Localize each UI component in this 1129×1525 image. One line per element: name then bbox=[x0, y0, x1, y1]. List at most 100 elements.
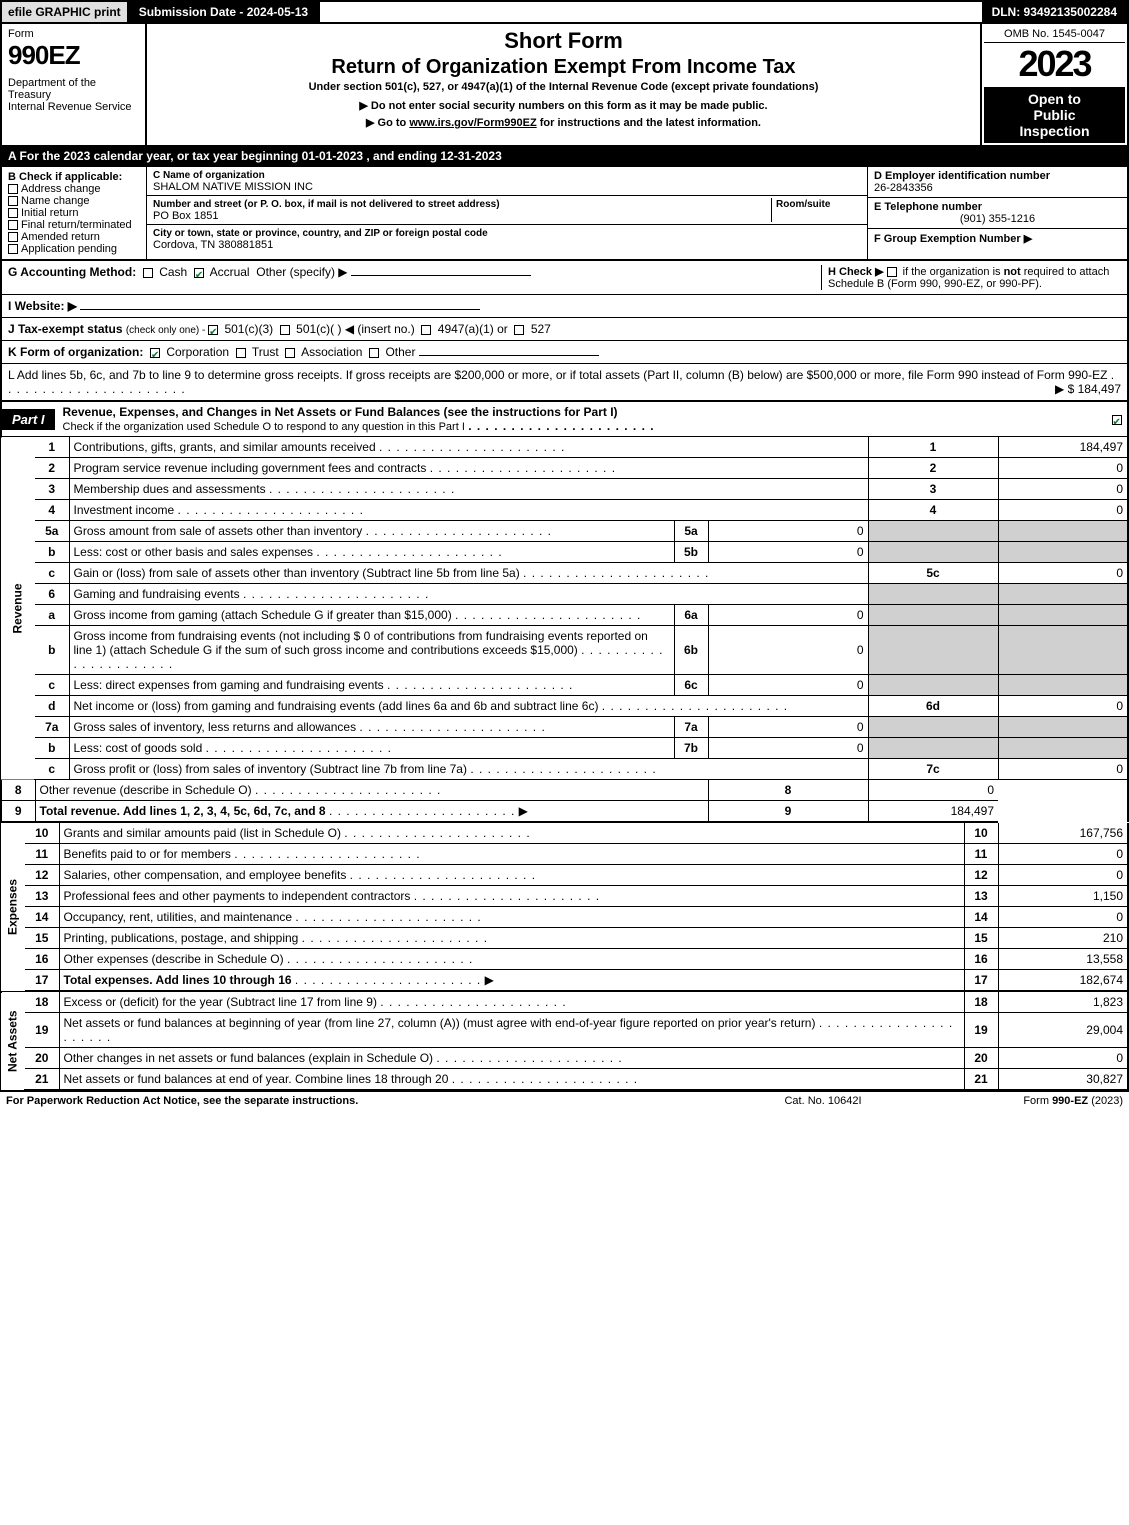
phone-cell: E Telephone number (901) 355-1216 bbox=[868, 198, 1127, 229]
corporation-label: Corporation bbox=[166, 345, 229, 359]
line-desc: Membership dues and assessments bbox=[69, 479, 868, 500]
line-number: 15 bbox=[25, 928, 59, 949]
efile-print-button[interactable]: efile GRAPHIC print bbox=[2, 2, 129, 22]
association-label: Association bbox=[301, 345, 362, 359]
line-ref: 14 bbox=[964, 907, 998, 928]
omb-number: OMB No. 1545-0047 bbox=[984, 26, 1125, 43]
line-desc: Gain or (loss) from sale of assets other… bbox=[69, 563, 868, 584]
line-ref: 3 bbox=[868, 479, 998, 500]
line-number: 5a bbox=[35, 521, 69, 542]
line-row: 8Other revenue (describe in Schedule O) … bbox=[1, 780, 1128, 801]
association-checkbox[interactable] bbox=[285, 348, 295, 358]
b-opt-pending[interactable]: Application pending bbox=[8, 243, 140, 255]
line-desc: Total expenses. Add lines 10 through 16 … bbox=[59, 970, 964, 992]
row-l-text: L Add lines 5b, 6c, and 7b to line 9 to … bbox=[8, 368, 1107, 382]
row-i: I Website: ▶ bbox=[0, 295, 1129, 318]
line-row: 15Printing, publications, postage, and s… bbox=[1, 928, 1128, 949]
line-number: b bbox=[35, 738, 69, 759]
part-i-title: Revenue, Expenses, and Changes in Net As… bbox=[55, 402, 1109, 436]
line-desc: Gaming and fundraising events bbox=[69, 584, 868, 605]
part-i-tab: Part I bbox=[2, 409, 55, 430]
line-desc: Net income or (loss) from gaming and fun… bbox=[69, 696, 868, 717]
other-org-label: Other bbox=[385, 345, 415, 359]
group-exemption-cell: F Group Exemption Number ▶ bbox=[868, 229, 1127, 248]
trust-checkbox[interactable] bbox=[236, 348, 246, 358]
accrual-checkbox[interactable] bbox=[194, 268, 204, 278]
line-ref: 2 bbox=[868, 458, 998, 479]
line-val bbox=[998, 626, 1128, 675]
b-opt-final[interactable]: Final return/terminated bbox=[8, 219, 140, 231]
subline-val: 0 bbox=[708, 521, 868, 542]
other-org-input[interactable] bbox=[419, 355, 599, 356]
line-val: 0 bbox=[998, 696, 1128, 717]
b-opt-name[interactable]: Name change bbox=[8, 195, 140, 207]
subline-val: 0 bbox=[708, 717, 868, 738]
b-opt-address[interactable]: Address change bbox=[8, 183, 140, 195]
subline-val: 0 bbox=[708, 626, 868, 675]
line-number: 7a bbox=[35, 717, 69, 738]
form-title-2: Return of Organization Exempt From Incom… bbox=[155, 56, 972, 79]
line-row: 20Other changes in net assets or fund ba… bbox=[1, 1048, 1128, 1069]
line-number: 8 bbox=[1, 780, 35, 801]
expenses-table: Expenses 10Grants and similar amounts pa… bbox=[0, 823, 1129, 992]
expenses-side-label: Expenses bbox=[1, 823, 25, 991]
501c3-checkbox[interactable] bbox=[208, 325, 218, 335]
line-val: 184,497 bbox=[868, 801, 998, 823]
cash-checkbox[interactable] bbox=[143, 268, 153, 278]
line-row: cLess: direct expenses from gaming and f… bbox=[1, 675, 1128, 696]
line-number: 1 bbox=[35, 437, 69, 458]
h-checkbox[interactable] bbox=[887, 267, 897, 277]
corporation-checkbox[interactable] bbox=[150, 348, 160, 358]
form-title-1: Short Form bbox=[155, 28, 972, 54]
line-val: 0 bbox=[998, 759, 1128, 780]
line-row: 3Membership dues and assessments 30 bbox=[1, 479, 1128, 500]
501c-checkbox[interactable] bbox=[280, 325, 290, 335]
street-cell: Number and street (or P. O. box, if mail… bbox=[147, 196, 867, 225]
line-number: 17 bbox=[25, 970, 59, 992]
line-ref: 6d bbox=[868, 696, 998, 717]
row-g-h: G Accounting Method: Cash Accrual Other … bbox=[0, 261, 1129, 295]
527-checkbox[interactable] bbox=[514, 325, 524, 335]
line-row: bGross income from fundraising events (n… bbox=[1, 626, 1128, 675]
line-ref: 18 bbox=[964, 992, 998, 1013]
other-method-input[interactable] bbox=[351, 275, 531, 276]
line-val bbox=[998, 584, 1128, 605]
other-org-checkbox[interactable] bbox=[369, 348, 379, 358]
footer-form-ref: Form 990-EZ (2023) bbox=[923, 1095, 1123, 1107]
line-row: 16Other expenses (describe in Schedule O… bbox=[1, 949, 1128, 970]
line-val bbox=[998, 738, 1128, 759]
line-row: 14Occupancy, rent, utilities, and mainte… bbox=[1, 907, 1128, 928]
line-ref bbox=[868, 521, 998, 542]
line-ref: 10 bbox=[964, 823, 998, 844]
501c-label: 501(c)( ) ◀ (insert no.) bbox=[296, 322, 415, 336]
line-ref bbox=[868, 542, 998, 563]
b-opt-initial[interactable]: Initial return bbox=[8, 207, 140, 219]
line-row: 21Net assets or fund balances at end of … bbox=[1, 1069, 1128, 1091]
line-row: bLess: cost of goods sold 7b0 bbox=[1, 738, 1128, 759]
line-desc: Other revenue (describe in Schedule O) bbox=[35, 780, 708, 801]
line-desc: Investment income bbox=[69, 500, 868, 521]
open-line-2: Public bbox=[986, 107, 1123, 123]
line-row: 2Program service revenue including gover… bbox=[1, 458, 1128, 479]
line-number: 20 bbox=[25, 1048, 59, 1069]
part-i-check[interactable] bbox=[1109, 412, 1127, 426]
street-value: PO Box 1851 bbox=[153, 210, 218, 222]
subline-val: 0 bbox=[708, 675, 868, 696]
netassets-table: Net Assets 18Excess or (deficit) for the… bbox=[0, 992, 1129, 1091]
submission-date-button[interactable]: Submission Date - 2024-05-13 bbox=[129, 2, 320, 22]
line-number: 14 bbox=[25, 907, 59, 928]
line-number: 18 bbox=[25, 992, 59, 1013]
line-ref: 1 bbox=[868, 437, 998, 458]
website-input[interactable] bbox=[80, 309, 480, 310]
line-desc: Less: cost or other basis and sales expe… bbox=[69, 542, 674, 563]
row-j: J Tax-exempt status (check only one) - 5… bbox=[0, 318, 1129, 341]
line-desc: Gross sales of inventory, less returns a… bbox=[69, 717, 674, 738]
b-opt-amended[interactable]: Amended return bbox=[8, 231, 140, 243]
4947-checkbox[interactable] bbox=[421, 325, 431, 335]
trust-label: Trust bbox=[252, 345, 279, 359]
line-desc: Printing, publications, postage, and shi… bbox=[59, 928, 964, 949]
cash-label: Cash bbox=[159, 265, 187, 279]
527-label: 527 bbox=[531, 322, 551, 336]
line-ref: 8 bbox=[708, 780, 868, 801]
subline-val: 0 bbox=[708, 605, 868, 626]
